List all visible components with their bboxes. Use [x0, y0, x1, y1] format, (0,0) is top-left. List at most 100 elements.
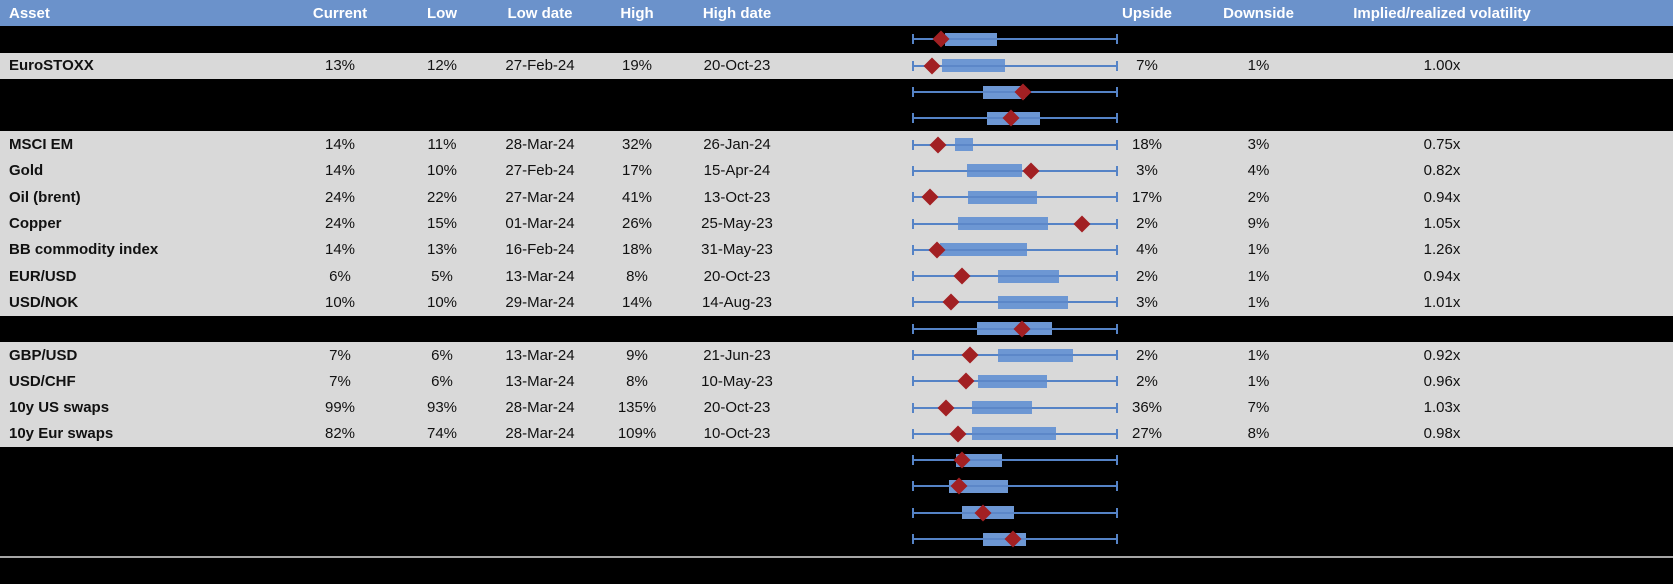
whisker-cap-left: [912, 244, 914, 255]
current-cell: 14%: [324, 162, 356, 180]
implied-realized-volatility-cell: 0.94x: [1423, 188, 1461, 206]
asset-cell: 10y Eur swaps: [9, 425, 114, 443]
whisker-cap-left: [912, 350, 914, 360]
current-marker-diamond: [949, 425, 967, 443]
whisker-cap-right: [1116, 297, 1118, 308]
downside-cell: 1%: [1247, 346, 1270, 364]
box-midline: [977, 380, 1047, 383]
implied-realized-volatility-cell: 0.98x: [1423, 425, 1461, 443]
high-cell: 135%: [617, 399, 657, 417]
spacer-row: [0, 78, 1673, 106]
table-row: Oil (brent) 24% 22% 27-Mar-24 41% 13-Oct-23 17…: [0, 184, 1673, 211]
spacer-row: [0, 447, 1673, 474]
downside-cell: 4%: [1247, 162, 1270, 180]
low-date-cell: 27-Mar-24: [505, 188, 575, 206]
downside-cell: 7%: [1247, 399, 1270, 417]
current-marker-diamond: [961, 346, 979, 364]
whisker-line: [913, 143, 1117, 146]
implied-realized-volatility-cell: 0.96x: [1423, 372, 1461, 390]
interquartile-box: [966, 164, 1022, 178]
whisker-cap-left: [912, 455, 914, 466]
upside-cell: 3%: [1136, 293, 1158, 311]
whisker-cap-right: [1116, 244, 1118, 255]
asset-cell: GBP/USD: [9, 346, 78, 364]
high-cell: 32%: [621, 136, 653, 154]
current-marker-diamond: [921, 188, 939, 206]
current-cell: 7%: [329, 346, 351, 364]
current-cell: 24%: [324, 188, 356, 206]
table-row: Gold 14% 10% 27-Feb-24 17% 15-Apr-24 3% 4% 0.82x: [0, 157, 1673, 185]
box-midline: [941, 64, 1005, 67]
high-cell: 17%: [621, 162, 653, 180]
spacer-row: [0, 26, 1673, 53]
downside-cell: 3%: [1247, 136, 1270, 154]
interquartile-box: [971, 401, 1032, 415]
whisker-cap-left: [912, 165, 914, 176]
downside-cell: 9%: [1247, 215, 1270, 233]
box-midline: [997, 301, 1068, 304]
whisker-cap-right: [1116, 165, 1118, 176]
box-midline: [997, 275, 1059, 278]
spacer-row: [0, 105, 1673, 132]
whisker-cap-right: [1116, 113, 1118, 124]
high-date-cell: 14-Aug-23: [701, 293, 773, 311]
whisker-cap-left: [912, 192, 914, 203]
downside-cell: 8%: [1247, 425, 1270, 443]
asset-cell: EuroSTOXX: [9, 57, 94, 75]
high-date-cell: 21-Jun-23: [703, 346, 771, 364]
high-cell: 14%: [621, 293, 653, 311]
whisker-cap-right: [1116, 60, 1118, 71]
column-header-low-date: Low date: [507, 4, 573, 22]
current-cell: 82%: [324, 425, 356, 443]
upside-cell: 2%: [1136, 267, 1158, 285]
whisker-cap-right: [1116, 350, 1118, 360]
whisker-cap-left: [912, 87, 914, 98]
column-header-downside: Downside: [1223, 4, 1294, 22]
upside-cell: 36%: [1131, 399, 1163, 417]
interquartile-box: [977, 374, 1047, 388]
table-footer: [0, 556, 1673, 584]
upside-cell: 3%: [1136, 162, 1158, 180]
whisker-line: [913, 485, 1117, 488]
implied-realized-volatility-cell: 0.75x: [1423, 136, 1461, 154]
downside-cell: 1%: [1247, 293, 1270, 311]
whisker-cap-left: [912, 113, 914, 124]
upside-cell: 2%: [1136, 215, 1158, 233]
whisker-cap-right: [1116, 376, 1118, 387]
current-cell: 24%: [324, 215, 356, 233]
low-cell: 10%: [426, 162, 458, 180]
low-cell: 13%: [426, 241, 458, 259]
table-row: USD/NOK 10% 10% 29-Mar-24 14% 14-Aug-23 3% 1% 1.…: [0, 289, 1673, 316]
upside-cell: 17%: [1131, 188, 1163, 206]
box-midline: [967, 196, 1037, 199]
high-cell: 9%: [626, 346, 648, 364]
table-row: Copper 24% 15% 01-Mar-24 26% 25-May-23 2% 9% 1.0…: [0, 210, 1673, 237]
whisker-cap-left: [912, 297, 914, 308]
column-header-high: High: [620, 4, 654, 22]
interquartile-box: [971, 427, 1056, 441]
implied-realized-volatility-cell: 1.05x: [1423, 215, 1461, 233]
whisker-cap-right: [1116, 428, 1118, 439]
low-cell: 11%: [427, 136, 457, 154]
high-cell: 41%: [621, 188, 653, 206]
implied-realized-volatility-cell: 1.03x: [1423, 399, 1461, 417]
low-cell: 93%: [426, 399, 458, 417]
upside-cell: 2%: [1136, 346, 1158, 364]
downside-cell: 1%: [1247, 267, 1270, 285]
asset-cell: USD/CHF: [9, 372, 76, 390]
interquartile-box: [954, 138, 973, 152]
current-marker-diamond: [929, 136, 947, 154]
box-midline: [957, 222, 1048, 225]
current-cell: 10%: [324, 293, 356, 311]
upside-cell: 7%: [1136, 57, 1158, 75]
implied-realized-volatility-cell: 0.94x: [1423, 267, 1461, 285]
high-date-cell: 25-May-23: [701, 215, 773, 233]
box-midline: [939, 248, 1027, 251]
box-midline: [997, 354, 1073, 356]
table-row: MSCI EM 14% 11% 28-Mar-24 32% 26-Jan-24 18% 3% 0…: [0, 131, 1673, 158]
spacer-row: [0, 315, 1673, 342]
high-cell: 8%: [626, 267, 648, 285]
interquartile-box: [941, 59, 1005, 73]
box-midline: [982, 91, 1025, 94]
whisker-line: [913, 64, 1117, 67]
